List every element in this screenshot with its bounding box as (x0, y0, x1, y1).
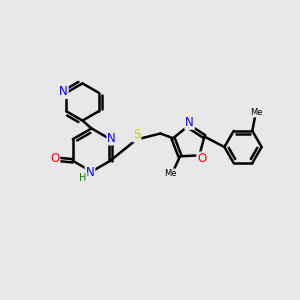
Text: H: H (80, 173, 87, 183)
Text: N: N (59, 85, 68, 98)
Text: N: N (85, 166, 94, 179)
Text: O: O (50, 152, 59, 165)
Text: Me: Me (164, 169, 177, 178)
Text: Me: Me (250, 108, 263, 117)
Text: N: N (185, 116, 194, 129)
Text: S: S (133, 128, 140, 142)
Text: N: N (107, 131, 116, 145)
Text: O: O (197, 152, 206, 165)
